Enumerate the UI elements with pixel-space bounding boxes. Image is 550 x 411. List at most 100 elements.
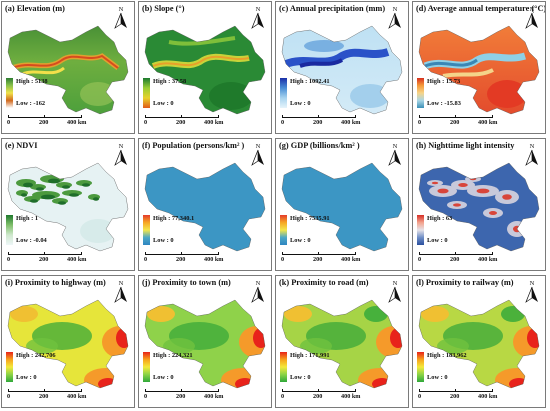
legend-high-label: High : 5138	[16, 78, 48, 85]
map-panel-c: (c) Annual precipitation (mm) N High : 109…	[275, 1, 409, 134]
legend-high-label: High : 7535.91	[290, 215, 330, 222]
legend-low-label: Low : 0	[153, 237, 174, 244]
scale-label-200: 200	[39, 393, 49, 400]
legend: High : 7535.91 Low : 0	[280, 215, 340, 245]
scale-bar: 0 200 400 km	[144, 115, 226, 131]
legend: High : 63 Low : 0	[417, 215, 477, 245]
scale-label-400: 400 km	[204, 256, 224, 263]
north-arrow-icon: N	[524, 4, 540, 29]
scale-label-400: 400 km	[341, 119, 361, 126]
legend: High : 183,962 Low : 0	[417, 352, 477, 382]
scale-bar: 0 200 400 km	[281, 115, 363, 131]
legend-high-label: High : 1	[16, 215, 39, 222]
scale-label-400: 400 km	[204, 119, 224, 126]
legend: High : 37.58 Low : 0	[143, 78, 203, 108]
scale-label-0: 0	[144, 119, 148, 126]
panel-title: (g) GDP (billions/km² )	[279, 141, 360, 150]
north-label: N	[393, 280, 398, 287]
north-arrow-icon: N	[250, 4, 266, 29]
legend: High : 224,321 Low : 0	[143, 352, 203, 382]
legend-low-label: Low : 0	[153, 374, 174, 381]
north-arrow-icon: N	[113, 4, 129, 29]
legend-low-label: Low : -15.83	[427, 100, 461, 107]
scale-label-200: 200	[39, 119, 49, 126]
north-arrow-icon: N	[387, 4, 403, 29]
legend-color-ramp	[280, 215, 287, 245]
map-raster	[7, 162, 129, 252]
scale-label-200: 200	[176, 119, 186, 126]
panel-title: (j) Proximity to town (m)	[142, 278, 231, 287]
legend-high-label: High : 171,991	[290, 352, 330, 359]
legend-color-ramp	[143, 215, 150, 245]
map-panel-d: (d) Average annual temperature (°C) N High…	[412, 1, 546, 134]
legend-high-label: High : 63	[427, 215, 453, 222]
north-label: N	[119, 6, 124, 13]
legend-color-ramp	[6, 352, 13, 382]
legend-color-ramp	[143, 352, 150, 382]
scale-label-400: 400 km	[67, 393, 87, 400]
north-arrow-icon: N	[250, 141, 266, 166]
legend-low-label: Low : 0	[153, 100, 174, 107]
scale-label-400: 400 km	[341, 256, 361, 263]
scale-label-200: 200	[313, 119, 323, 126]
legend-low-label: Low : -0.04	[16, 237, 47, 244]
north-arrow-icon: N	[113, 141, 129, 166]
north-label: N	[119, 280, 124, 287]
map-raster	[144, 162, 266, 252]
map-panel-g: (g) GDP (billions/km² ) N High : 7535.91 Lo…	[275, 138, 409, 271]
scale-label-0: 0	[144, 393, 148, 400]
scale-label-0: 0	[418, 393, 422, 400]
panel-title: (l) Proximity to railway (m)	[416, 278, 514, 287]
north-label: N	[530, 143, 535, 150]
scale-bar: 0 200 400 km	[144, 389, 226, 405]
map-raster	[144, 299, 266, 389]
legend-color-ramp	[417, 215, 424, 245]
legend-high-label: High : 77,340.1	[153, 215, 195, 222]
legend-low-label: Low : -162	[16, 100, 46, 107]
panel-title: (a) Elevation (m)	[5, 4, 65, 13]
north-arrow-icon: N	[524, 278, 540, 303]
map-panel-j: (j) Proximity to town (m) N High : 224,321…	[138, 275, 272, 408]
panel-title: (i) Proximity to highway (m)	[5, 278, 106, 287]
map-raster	[7, 299, 129, 389]
north-label: N	[393, 143, 398, 150]
scale-label-0: 0	[144, 256, 148, 263]
legend-color-ramp	[6, 215, 13, 245]
legend: High : 242,706 Low : 0	[6, 352, 66, 382]
legend-color-ramp	[280, 352, 287, 382]
legend-color-ramp	[6, 78, 13, 108]
legend-color-ramp	[417, 352, 424, 382]
north-arrow-icon: N	[387, 278, 403, 303]
panel-title: (e) NDVI	[5, 141, 38, 150]
north-arrow-icon: N	[250, 278, 266, 303]
legend-high-label: High : 15.73	[427, 78, 461, 85]
legend: High : 171,991 Low : 0	[280, 352, 340, 382]
map-raster	[281, 25, 403, 115]
map-raster	[281, 299, 403, 389]
north-arrow-icon: N	[524, 141, 540, 166]
map-panel-b: (b) Slope (°) N High : 37.58 Low : 0 0 200 400…	[138, 1, 272, 134]
scale-label-400: 400 km	[478, 393, 498, 400]
map-panel-i: (i) Proximity to highway (m) N High : 242,…	[1, 275, 135, 408]
scale-label-200: 200	[450, 256, 460, 263]
map-panel-l: (l) Proximity to railway (m) N High : 183,…	[412, 275, 546, 408]
map-panel-k: (k) Proximity to road (m) N High : 171,991…	[275, 275, 409, 408]
panel-title: (k) Proximity to road (m)	[279, 278, 369, 287]
panel-title: (b) Slope (°)	[142, 4, 185, 13]
north-arrow-icon: N	[113, 278, 129, 303]
scale-label-200: 200	[313, 256, 323, 263]
scale-label-0: 0	[281, 393, 285, 400]
legend-low-label: Low : 0	[427, 374, 448, 381]
north-label: N	[256, 6, 261, 13]
map-raster	[418, 25, 540, 115]
scale-bar: 0 200 400 km	[418, 252, 500, 268]
map-raster	[144, 25, 266, 115]
north-label: N	[530, 280, 535, 287]
map-panel-a: (a) Elevation (m) N High : 5138 Low : -162 0…	[1, 1, 135, 134]
north-label: N	[256, 143, 261, 150]
map-panel-h: (h) Nighttime light intensity N High : 63 L…	[412, 138, 546, 271]
panel-title: (c) Annual precipitation (mm)	[279, 4, 386, 13]
scale-label-0: 0	[7, 119, 11, 126]
legend-high-label: High : 1092.41	[290, 78, 330, 85]
legend-low-label: Low : 0	[290, 374, 311, 381]
